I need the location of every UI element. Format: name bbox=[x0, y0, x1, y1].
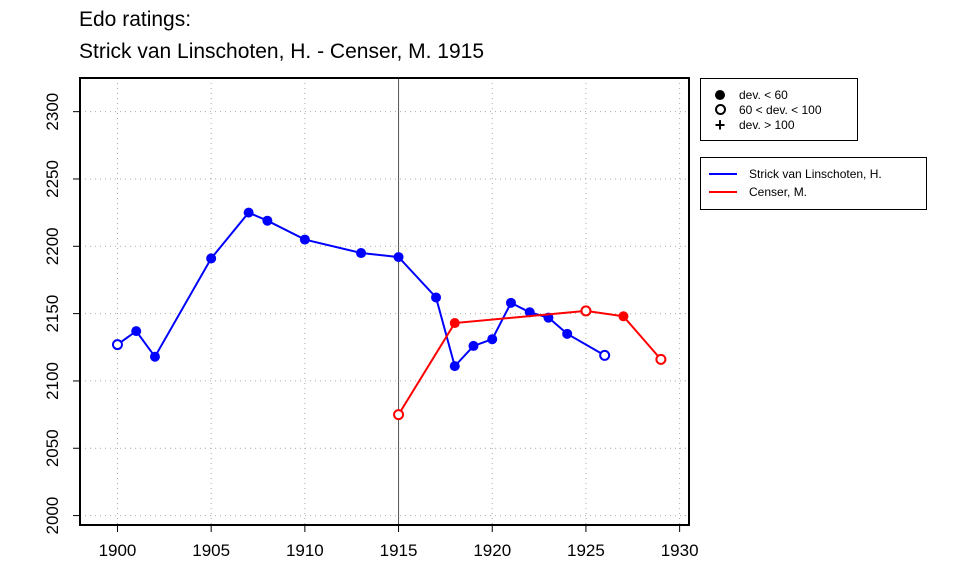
legend-label: Strick van Linschoten, H. bbox=[749, 167, 882, 181]
x-tick-label: 1900 bbox=[99, 541, 137, 560]
data-point-filled bbox=[524, 307, 535, 318]
y-tick-label: 2150 bbox=[43, 295, 62, 333]
data-point-open bbox=[655, 353, 667, 365]
legend-label: Censer, M. bbox=[749, 185, 808, 199]
data-point-filled bbox=[449, 318, 460, 329]
x-tick-label: 1925 bbox=[567, 541, 605, 560]
data-point-filled bbox=[149, 351, 160, 362]
data-point-open bbox=[599, 349, 611, 361]
data-point-filled bbox=[356, 248, 367, 259]
legend-label: dev. < 60 bbox=[739, 87, 788, 102]
x-tick-label: 1910 bbox=[286, 541, 324, 560]
data-point-open bbox=[393, 409, 405, 421]
deviation-legend: dev. < 60 60 < dev. < 100 + dev. > 100 bbox=[700, 78, 858, 141]
x-tick-label: 1920 bbox=[473, 541, 511, 560]
y-tick-label: 2050 bbox=[43, 429, 62, 467]
data-point-filled bbox=[562, 328, 573, 339]
y-tick-label: 2100 bbox=[43, 362, 62, 400]
series-legend: Strick van Linschoten, H. Censer, M. bbox=[700, 157, 927, 210]
data-point-filled bbox=[449, 361, 460, 372]
plot-frame bbox=[79, 77, 690, 526]
data-point-filled bbox=[393, 252, 404, 263]
legend-entry-open: 60 < dev. < 100 bbox=[709, 102, 857, 117]
data-point-filled bbox=[431, 292, 442, 303]
filled-circle-icon bbox=[709, 89, 731, 100]
legend-label: dev. > 100 bbox=[739, 117, 795, 132]
data-point-filled bbox=[487, 334, 498, 345]
data-point-filled bbox=[618, 311, 629, 322]
legend-entry-filled: dev. < 60 bbox=[709, 87, 857, 102]
legend-label: 60 < dev. < 100 bbox=[739, 102, 822, 117]
open-circle-icon bbox=[709, 104, 731, 115]
series-line bbox=[397, 309, 662, 416]
x-tick-label: 1915 bbox=[380, 541, 418, 560]
legend-entry-series: Strick van Linschoten, H. bbox=[709, 165, 926, 183]
data-point-filled bbox=[299, 234, 310, 245]
data-point-filled bbox=[131, 326, 142, 337]
series-line-swatch bbox=[709, 191, 737, 193]
y-tick-label: 2250 bbox=[43, 160, 62, 198]
x-tick-label: 1905 bbox=[192, 541, 230, 560]
data-point-filled bbox=[206, 253, 217, 264]
series-line-swatch bbox=[709, 173, 737, 175]
data-point-open bbox=[580, 305, 592, 317]
data-point-filled bbox=[468, 340, 479, 351]
legend-entry-series: Censer, M. bbox=[709, 183, 926, 201]
chart-title: Edo ratings: bbox=[79, 8, 192, 31]
y-tick-label: 2300 bbox=[43, 93, 62, 131]
data-point-filled bbox=[262, 215, 273, 226]
data-point-filled bbox=[505, 297, 516, 308]
data-point-open bbox=[111, 339, 123, 351]
legend-entry-plus: + dev. > 100 bbox=[709, 114, 857, 135]
plus-icon: + bbox=[714, 114, 726, 135]
y-tick-label: 2000 bbox=[43, 497, 62, 535]
data-point-filled bbox=[243, 207, 254, 218]
x-tick-label: 1930 bbox=[661, 541, 699, 560]
series-line bbox=[116, 211, 606, 369]
y-tick-label: 2200 bbox=[43, 227, 62, 265]
chart-subtitle: Strick van Linschoten, H. - Censer, M. 1… bbox=[79, 40, 485, 63]
